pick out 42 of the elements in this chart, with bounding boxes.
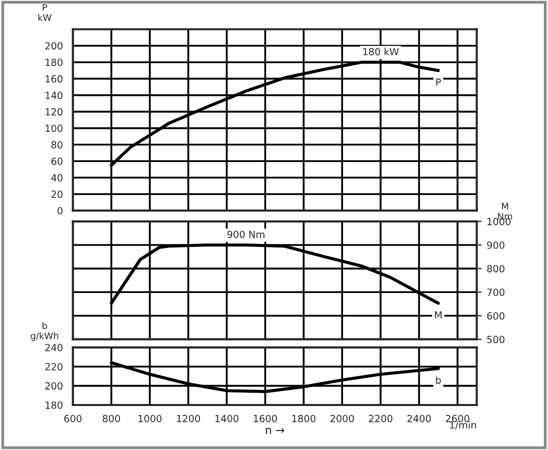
y-tick-label: 500 — [487, 336, 504, 344]
y-tick-label: 200 — [45, 42, 63, 50]
y-tick-label: 1000 — [488, 218, 511, 226]
y-tick-label: 40 — [51, 174, 63, 182]
y-tick-label: 80 — [51, 141, 63, 148]
annotation: b — [436, 376, 441, 384]
y-tick-label: 600 — [487, 312, 504, 320]
y-tick-label: 20 — [52, 190, 63, 198]
y-tick-label: 120 — [46, 108, 63, 116]
y-tick-label: 200 — [45, 382, 63, 390]
y-tick-label: 140 — [46, 92, 63, 100]
y-tick-label: 240 — [45, 344, 63, 352]
y-tick-label: 160 — [46, 75, 63, 83]
x-tick-label: 1200 — [176, 414, 200, 422]
y-tick-label: 220 — [45, 363, 63, 370]
y-tick-label: 180 — [46, 58, 63, 66]
x-tick-label: 2400 — [407, 414, 431, 422]
x-tick-label: 800 — [102, 414, 120, 422]
y-tick-label: 900 — [487, 241, 504, 249]
y-axis-title: b g/kWh — [30, 322, 58, 341]
x-tick-label: 1600 — [254, 414, 277, 422]
y-tick-label: 180 — [46, 401, 63, 409]
x-axis-title: n → — [266, 428, 284, 434]
y2-axis-title: M Nm — [498, 202, 512, 220]
y-tick-label: 100 — [46, 124, 63, 132]
annotation: M — [435, 311, 442, 318]
y-tick-label: 700 — [487, 288, 504, 296]
y-axis-title: P kW — [38, 4, 52, 21]
annotation: P — [436, 78, 441, 86]
y-tick-label: 60 — [51, 158, 63, 165]
annotation: 900 Nm — [227, 230, 264, 238]
y-tick-label: 0 — [58, 207, 63, 214]
x-tick-label: 600 — [64, 414, 82, 422]
x-tick-label: 2600 — [446, 414, 470, 422]
x-tick-label: 1400 — [215, 414, 238, 422]
x-tick-label: 1800 — [292, 414, 316, 422]
x-tick-label: 1000 — [138, 414, 162, 422]
annotation: 180 kW — [363, 48, 399, 56]
y-tick-label: 800 — [487, 265, 504, 272]
x-tick-label: 2000 — [330, 414, 354, 422]
text: 1/min — [450, 421, 476, 430]
x-tick-label: 2200 — [368, 414, 392, 422]
